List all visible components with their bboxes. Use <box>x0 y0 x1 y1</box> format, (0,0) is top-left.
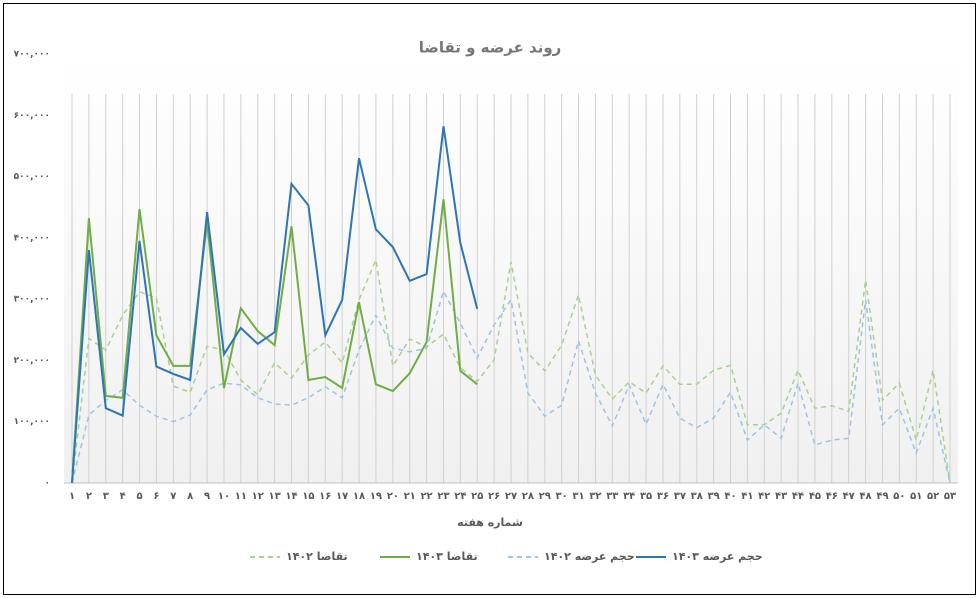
x-tick-label: ۳۲ <box>589 491 601 502</box>
x-tick-label: ۱۲ <box>252 491 264 502</box>
x-tick-label: ۴۰ <box>724 491 736 502</box>
legend-label: تقاضا ۱۴۰۲ <box>286 550 348 563</box>
x-tick-label: ۳۷ <box>674 491 686 502</box>
x-tick-label: ۱۵ <box>302 491 314 502</box>
x-tick-label: ۱۰ <box>218 491 230 502</box>
x-tick-label: ۵۱ <box>910 491 922 502</box>
x-tick-label: ۱۱ <box>235 491 247 502</box>
x-tick-label: ۲۱ <box>404 491 416 502</box>
x-tick-label: ۴۵ <box>809 491 821 502</box>
y-tick-label: ۷۰۰,۰۰۰ <box>14 50 50 60</box>
series-line <box>71 126 479 484</box>
x-tick-label: ۴ <box>120 491 126 502</box>
x-tick-label: ۳۶ <box>657 491 669 502</box>
x-tick-label: ۱۸ <box>353 491 365 502</box>
x-tick-label: ۹ <box>204 491 210 502</box>
x-tick-label: ۲۳ <box>437 491 449 502</box>
x-tick-label: ۸ <box>187 491 193 502</box>
y-tick-label: ۳۰۰,۰۰۰ <box>14 295 50 305</box>
x-tick-label: ۱۷ <box>336 491 348 502</box>
x-tick-label: ۲۰ <box>387 491 399 502</box>
y-tick-label: ۲۰۰,۰۰۰ <box>14 356 50 366</box>
x-tick-label: ۳۰ <box>556 491 568 502</box>
x-tick-label: ۳۹ <box>708 491 720 502</box>
legend-label: حجم عرضه ۱۴۰۲ <box>544 550 635 563</box>
x-tick-label: ۲۴ <box>454 491 466 502</box>
y-tick-label: ۵۰۰,۰۰۰ <box>14 172 50 182</box>
x-tick-label: ۷ <box>170 491 176 502</box>
x-tick-label: ۴۳ <box>775 491 787 502</box>
x-tick-label: ۴۱ <box>741 491 753 502</box>
x-tick-label: ۴۷ <box>843 491 855 502</box>
x-tick-label: ۱۳ <box>269 491 281 502</box>
y-tick-label: ۰ <box>45 479 51 489</box>
x-tick-label: ۳۴ <box>623 491 635 502</box>
x-tick-label: ۳۳ <box>606 491 618 502</box>
x-tick-label: ۴۹ <box>876 491 888 502</box>
x-tick-label: ۱۶ <box>319 491 331 502</box>
y-tick-label: ۱۰۰,۰۰۰ <box>14 417 50 427</box>
y-tick-label: ۴۰۰,۰۰۰ <box>14 233 50 243</box>
x-axis-label: شماره هفته <box>457 516 523 529</box>
x-tick-label: ۲۷ <box>505 491 517 502</box>
x-tick-label: ۲۶ <box>488 491 500 502</box>
series-line <box>71 257 951 484</box>
x-tick-label: ۵۳ <box>944 491 956 502</box>
x-tick-label: ۳ <box>103 491 109 502</box>
x-tick-label: ۲۸ <box>522 491 534 502</box>
legend-label: حجم عرضه ۱۴۰۳ <box>672 550 763 563</box>
x-tick-label: ۵ <box>136 491 142 502</box>
x-tick-label: ۲ <box>86 491 92 502</box>
chart-title: روند عرضه و تقاضا <box>419 39 562 57</box>
x-tick-label: ۱۴ <box>285 491 297 502</box>
x-tick-label: ۶ <box>153 491 159 502</box>
x-tick-label: ۲۹ <box>539 491 551 502</box>
x-tick-label: ۴۶ <box>826 491 838 502</box>
x-tick-label: ۳۵ <box>640 491 652 502</box>
x-tick-label: ۴۴ <box>792 491 804 502</box>
y-tick-label: ۶۰۰,۰۰۰ <box>14 111 50 121</box>
x-tick-label: ۱ <box>69 491 75 502</box>
x-tick-label: ۵۰ <box>893 491 905 502</box>
x-tick-label: ۳۱ <box>572 491 584 502</box>
series-line <box>71 199 478 484</box>
x-tick-label: ۱۹ <box>370 491 382 502</box>
x-tick-label: ۳۸ <box>691 491 703 502</box>
legend-label: تقاضا ۱۴۰۳ <box>416 550 478 563</box>
x-tick-label: ۵۲ <box>927 491 939 502</box>
x-tick-label: ۴۸ <box>859 491 871 502</box>
x-tick-label: ۲۲ <box>420 491 432 502</box>
x-tick-label: ۴۲ <box>758 491 770 502</box>
x-tick-label: ۲۵ <box>471 491 483 502</box>
